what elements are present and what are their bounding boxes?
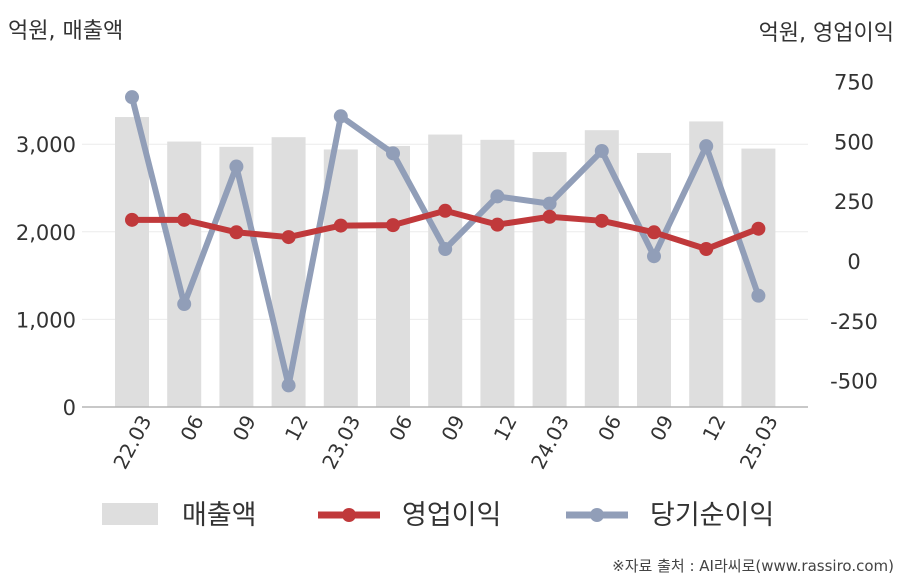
revenue-bar-5: [376, 145, 410, 407]
right-tick-label-4: 500: [834, 130, 874, 154]
legend-swatch-operating-profit-marker: [342, 508, 356, 522]
revenue-bar-4: [323, 149, 358, 407]
net-income-point-0: [125, 90, 139, 105]
operating-profit-point-10: [647, 225, 661, 240]
revenue-bar-0: [115, 117, 149, 407]
net-income-point-1: [177, 297, 192, 312]
left-tick-label-1: 1,000: [16, 308, 76, 332]
revenue-bar-2: [219, 146, 254, 407]
x-tick-label-9: 06: [593, 411, 626, 445]
operating-profit-point-6: [438, 203, 453, 218]
x-tick-label-0: 22.03: [108, 411, 156, 473]
net-income-point-11: [699, 139, 714, 154]
operating-profit-point-8: [542, 209, 557, 224]
net-income-point-8: [542, 196, 557, 211]
left-tick-label-0: 0: [63, 396, 76, 420]
right-axis-ticks: -500 -250 0 250 500 750: [830, 71, 878, 394]
net-income-point-12: [751, 288, 766, 303]
legend-label-net-income: 당기순이익: [650, 500, 774, 531]
net-income-point-6: [438, 242, 453, 257]
x-tick-label-1: 06: [175, 411, 208, 445]
x-tick-label-12: 25.03: [735, 411, 783, 473]
net-income-point-10: [647, 249, 661, 264]
operating-profit-point-12: [751, 221, 766, 236]
net-income-point-5: [386, 146, 400, 161]
net-income-point-4: [333, 109, 348, 124]
left-tick-label-3: 3,000: [16, 133, 76, 157]
legend-swatch-revenue: [102, 503, 158, 525]
revenue-bar-11: [689, 121, 724, 407]
left-axis-ticks: 0 1,000 2,000 3,000: [16, 133, 76, 420]
net-income-point-7: [490, 189, 505, 204]
operating-profit-point-0: [125, 212, 139, 227]
x-tick-label-3: 12: [280, 411, 313, 445]
revenue-bar-7: [480, 139, 515, 407]
operating-profit-point-7: [490, 217, 505, 232]
net-income-point-9: [594, 143, 609, 158]
revenue-bar-6: [428, 134, 463, 407]
x-tick-label-2: 09: [228, 411, 261, 445]
right-tick-label-3: 250: [834, 190, 874, 214]
right-tick-label-0: -500: [830, 370, 878, 394]
profit-lines: [125, 90, 766, 393]
net-income-point-3: [281, 378, 296, 393]
right-tick-label-5: 750: [834, 71, 874, 95]
operating-profit-point-5: [386, 218, 400, 233]
x-tick-label-11: 12: [697, 411, 730, 445]
revenue-bar-3: [271, 137, 306, 407]
revenue-bar-10: [637, 152, 671, 407]
source-credit: ※자료 출처 : AI라씨로(www.rassiro.com): [612, 557, 894, 575]
operating-profit-point-11: [699, 242, 714, 257]
left-tick-label-2: 2,000: [16, 221, 76, 245]
x-tick-label-4: 23.03: [317, 411, 365, 473]
x-tick-label-6: 09: [436, 411, 469, 445]
legend-label-operating-profit: 영업이익: [402, 500, 501, 531]
revenue-bars: [115, 117, 776, 407]
operating-profit-point-1: [177, 212, 192, 227]
legend-label-revenue: 매출액: [182, 500, 257, 531]
x-axis-ticks: 22.03 06 09 12 23.03 06 09 12 24.03 06 09 12 25.03: [108, 411, 782, 473]
right-tick-label-2: 0: [847, 250, 860, 274]
left-axis-unit-label: 억원, 매출액: [8, 19, 123, 44]
legend: 매출액 영업이익 당기순이익: [102, 500, 774, 531]
x-tick-label-7: 12: [489, 411, 522, 445]
x-tick-label-5: 06: [384, 411, 417, 445]
net-income-point-2: [229, 159, 244, 174]
x-tick-label-10: 09: [645, 411, 678, 445]
operating-profit-point-3: [281, 230, 296, 245]
x-tick-label-8: 24.03: [526, 411, 574, 473]
operating-profit-point-2: [229, 225, 244, 240]
revenue-bar-12: [741, 148, 776, 407]
operating-profit-point-4: [333, 218, 348, 233]
right-axis-unit-label: 억원, 영업이익: [759, 21, 894, 46]
right-tick-label-1: -250: [830, 310, 878, 334]
legend-swatch-net-income-marker: [590, 508, 604, 522]
operating-profit-point-9: [594, 213, 609, 228]
